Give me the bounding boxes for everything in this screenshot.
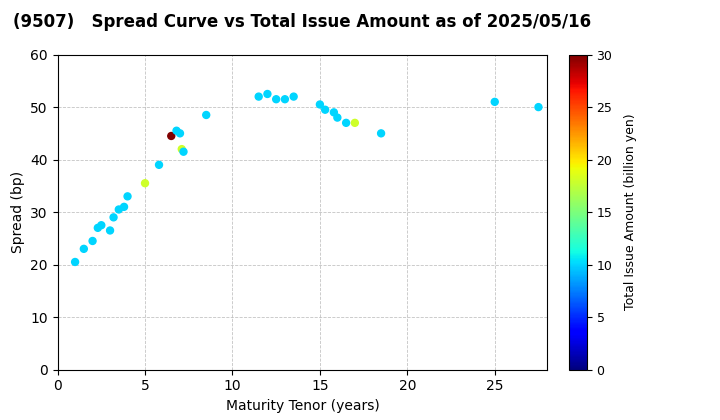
Point — [489, 98, 500, 105]
Point — [176, 146, 187, 152]
Point — [288, 93, 300, 100]
Point — [178, 148, 189, 155]
Point — [171, 127, 182, 134]
Point — [108, 214, 120, 221]
Point — [341, 119, 352, 126]
Point — [174, 130, 186, 137]
Y-axis label: Spread (bp): Spread (bp) — [11, 171, 24, 253]
Point — [200, 112, 212, 118]
Point — [104, 227, 116, 234]
Point — [314, 101, 325, 108]
Point — [533, 104, 544, 110]
Point — [261, 91, 273, 97]
Point — [92, 224, 104, 231]
Point — [332, 114, 343, 121]
Point — [96, 222, 107, 228]
Point — [375, 130, 387, 137]
Text: (9507)   Spread Curve vs Total Issue Amount as of 2025/05/16: (9507) Spread Curve vs Total Issue Amoun… — [14, 13, 591, 31]
Point — [349, 119, 361, 126]
Point — [271, 96, 282, 102]
Point — [320, 106, 331, 113]
Point — [139, 180, 150, 186]
Point — [87, 238, 99, 244]
Point — [253, 93, 264, 100]
Point — [153, 161, 165, 168]
Point — [69, 259, 81, 265]
Y-axis label: Total Issue Amount (billion yen): Total Issue Amount (billion yen) — [624, 114, 636, 310]
Point — [166, 133, 177, 139]
Point — [122, 193, 133, 199]
Point — [78, 245, 89, 252]
Point — [118, 203, 130, 210]
X-axis label: Maturity Tenor (years): Maturity Tenor (years) — [225, 399, 379, 413]
Point — [279, 96, 291, 102]
Point — [328, 109, 340, 116]
Point — [113, 206, 125, 213]
